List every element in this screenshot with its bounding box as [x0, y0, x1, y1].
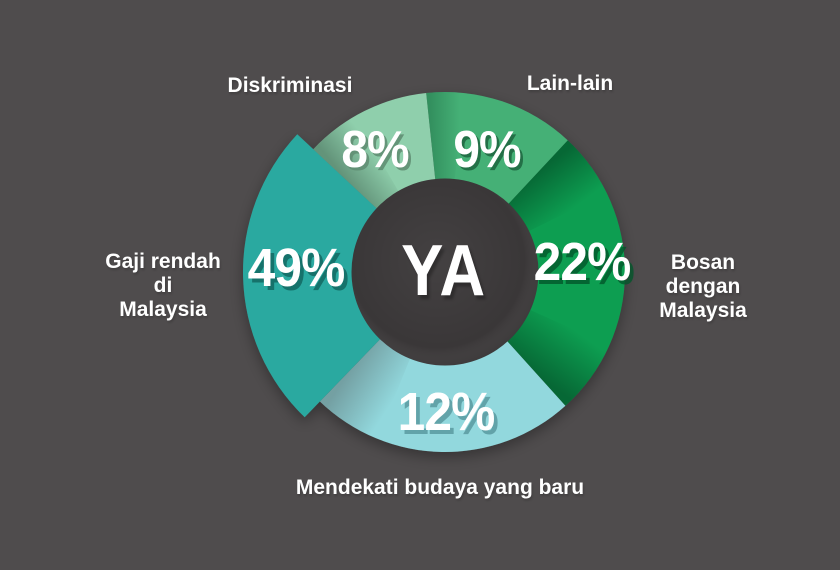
- label-line: di: [153, 274, 173, 297]
- donut-center-shade: [351, 178, 539, 366]
- segment-value-mendekati: 12%: [397, 382, 496, 442]
- pie-segment-0: [426, 92, 568, 204]
- label-line: Bosan: [670, 251, 736, 274]
- center-label: YA: [401, 231, 487, 311]
- segment-label-lainlain: Lain-lain: [526, 72, 614, 95]
- segment-edge-shade: [313, 116, 399, 209]
- label-line: dengan: [665, 275, 741, 298]
- label-line: Malaysia: [119, 298, 207, 321]
- segment-value-lainlain: 9%: [453, 121, 521, 179]
- segment-edge-shade: [507, 309, 610, 406]
- segment-label-bosan: Bosan dengan Malaysia: [659, 251, 747, 323]
- segment-label-gaji: Gaji rendah di Malaysia: [105, 250, 221, 322]
- segment-edge-shadows: [313, 92, 610, 439]
- pie-segment-3: [242, 134, 381, 418]
- label-line: Gaji rendah: [105, 250, 221, 273]
- label-line: Malaysia: [659, 299, 747, 322]
- segment-edge-shade: [426, 92, 464, 180]
- segment-label-diskriminasi: Diskriminasi: [227, 74, 353, 97]
- segment-value-diskriminasi: 8%: [341, 121, 409, 179]
- segment-edge-shade: [508, 140, 607, 232]
- segment-value-gaji: 49%: [247, 238, 346, 298]
- segment-label-mendekati: Mendekati budaya yang baru: [295, 476, 585, 499]
- segment-value-bosan: 22%: [533, 232, 632, 292]
- segment-edge-shade: [319, 338, 411, 439]
